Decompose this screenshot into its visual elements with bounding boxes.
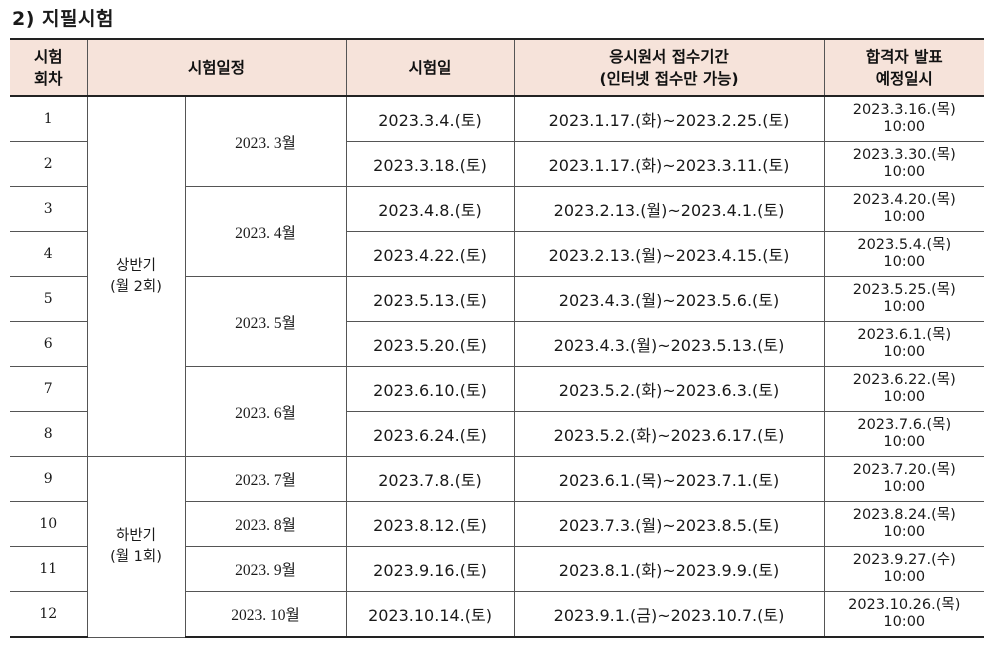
table-row: 8 2023.6.24.(토) 2023.5.2.(화)~2023.6.17.(… — [10, 411, 985, 457]
period-cell: 2023.2.13.(월)~2023.4.1.(토) — [513, 186, 825, 232]
header-round: 시험 회차 — [10, 38, 88, 97]
announce-cell: 2023.5.4.(목) 10:00 — [823, 231, 985, 277]
period-cell: 2023.2.13.(월)~2023.4.15.(토) — [513, 231, 825, 277]
header-announce: 합격자 발표 예정일시 — [823, 38, 985, 97]
month-cell: 2023. 3월 — [184, 95, 347, 187]
month-cell: 2023. 10월 — [184, 591, 347, 638]
exam-date-cell: 2023.3.4.(토) — [345, 95, 515, 142]
month-cell: 2023. 9월 — [184, 546, 347, 592]
announce-cell: 2023.3.30.(목) 10:00 — [823, 141, 985, 187]
period-cell: 2023.4.3.(월)~2023.5.13.(토) — [513, 321, 825, 367]
announce-cell: 2023.9.27.(수) 10:00 — [823, 546, 985, 592]
section-heading: 2) 지필시험 — [12, 8, 114, 30]
exam-schedule-table: 시험 회차 시험일정 시험일 응시원서 접수기간 (인터넷 접수만 가능) 합격자 … — [10, 38, 985, 638]
announce-cell: 2023.4.20.(목) 10:00 — [823, 186, 985, 232]
header-schedule: 시험일정 — [86, 38, 347, 97]
announce-cell: 2023.5.25.(목) 10:00 — [823, 276, 985, 322]
announce-cell: 2023.7.6.(목) 10:00 — [823, 411, 985, 457]
round-cell: 7 — [10, 366, 88, 412]
period-cell: 2023.1.17.(화)~2023.3.11.(토) — [513, 141, 825, 187]
period-cell: 2023.1.17.(화)~2023.2.25.(토) — [513, 95, 825, 142]
exam-date-cell: 2023.8.12.(토) — [345, 501, 515, 547]
round-cell: 2 — [10, 141, 88, 187]
announce-cell: 2023.3.16.(목) 10:00 — [823, 95, 985, 142]
exam-date-cell: 2023.5.20.(토) — [345, 321, 515, 367]
period-cell: 2023.6.1.(목)~2023.7.1.(토) — [513, 456, 825, 502]
month-cell: 2023. 7월 — [184, 456, 347, 502]
exam-date-cell: 2023.4.22.(토) — [345, 231, 515, 277]
exam-date-cell: 2023.4.8.(토) — [345, 186, 515, 232]
period-cell: 2023.5.2.(화)~2023.6.17.(토) — [513, 411, 825, 457]
round-cell: 6 — [10, 321, 88, 367]
period-cell: 2023.5.2.(화)~2023.6.3.(토) — [513, 366, 825, 412]
announce-cell: 2023.7.20.(목) 10:00 — [823, 456, 985, 502]
table-row: 7 2023. 6월 2023.6.10.(토) 2023.5.2.(화)~20… — [10, 366, 985, 457]
round-cell: 10 — [10, 501, 88, 547]
header-period: 응시원서 접수기간 (인터넷 접수만 가능) — [513, 38, 825, 97]
table-row: 12 2023. 10월 2023.10.14.(토) 2023.9.1.(금)… — [10, 591, 985, 638]
exam-date-cell: 2023.6.10.(토) — [345, 366, 515, 412]
announce-cell: 2023.6.22.(목) 10:00 — [823, 366, 985, 412]
period-cell: 2023.8.1.(화)~2023.9.9.(토) — [513, 546, 825, 592]
half-cell-second: 하반기 (월 1회) — [86, 456, 186, 638]
exam-date-cell: 2023.6.24.(토) — [345, 411, 515, 457]
table-row: 10 2023. 8월 2023.8.12.(토) 2023.7.3.(월)~2… — [10, 501, 985, 547]
table-row: 4 2023.4.22.(토) 2023.2.13.(월)~2023.4.15.… — [10, 231, 985, 277]
round-cell: 3 — [10, 186, 88, 232]
half-cell-first: 상반기 (월 2회) — [86, 95, 186, 457]
exam-date-cell: 2023.5.13.(토) — [345, 276, 515, 322]
round-cell: 8 — [10, 411, 88, 457]
announce-cell: 2023.8.24.(목) 10:00 — [823, 501, 985, 547]
period-cell: 2023.9.1.(금)~2023.10.7.(토) — [513, 591, 825, 638]
month-cell: 2023. 5월 — [184, 276, 347, 367]
exam-date-cell: 2023.9.16.(토) — [345, 546, 515, 592]
period-cell: 2023.4.3.(월)~2023.5.6.(토) — [513, 276, 825, 322]
round-cell: 5 — [10, 276, 88, 322]
month-cell: 2023. 8월 — [184, 501, 347, 547]
exam-date-cell: 2023.10.14.(토) — [345, 591, 515, 638]
table-row: 5 2023. 5월 2023.5.13.(토) 2023.4.3.(월)~20… — [10, 276, 985, 367]
month-cell: 2023. 6월 — [184, 366, 347, 457]
round-cell: 11 — [10, 546, 88, 592]
announce-cell: 2023.10.26.(목) 10:00 — [823, 591, 985, 638]
table-row: 9 하반기 (월 1회) 2023. 7월 2023.7.8.(토) 2023.6… — [10, 456, 985, 638]
period-cell: 2023.7.3.(월)~2023.8.5.(토) — [513, 501, 825, 547]
month-cell: 2023. 4월 — [184, 186, 347, 277]
round-cell: 12 — [10, 591, 88, 638]
table-row: 1 상반기 (월 2회) 2023. 3월 2023.3.4.(토) 2023.1… — [10, 95, 985, 457]
round-cell: 4 — [10, 231, 88, 277]
header-row: 시험 회차 시험일정 시험일 응시원서 접수기간 (인터넷 접수만 가능) 합격자 … — [10, 38, 985, 97]
exam-date-cell: 2023.7.8.(토) — [345, 456, 515, 502]
announce-cell: 2023.6.1.(목) 10:00 — [823, 321, 985, 367]
table-row: 11 2023. 9월 2023.9.16.(토) 2023.8.1.(화)~2… — [10, 546, 985, 592]
exam-date-cell: 2023.3.18.(토) — [345, 141, 515, 187]
round-cell: 9 — [10, 456, 88, 502]
header-exam-date: 시험일 — [345, 38, 515, 97]
round-cell: 1 — [10, 95, 88, 142]
